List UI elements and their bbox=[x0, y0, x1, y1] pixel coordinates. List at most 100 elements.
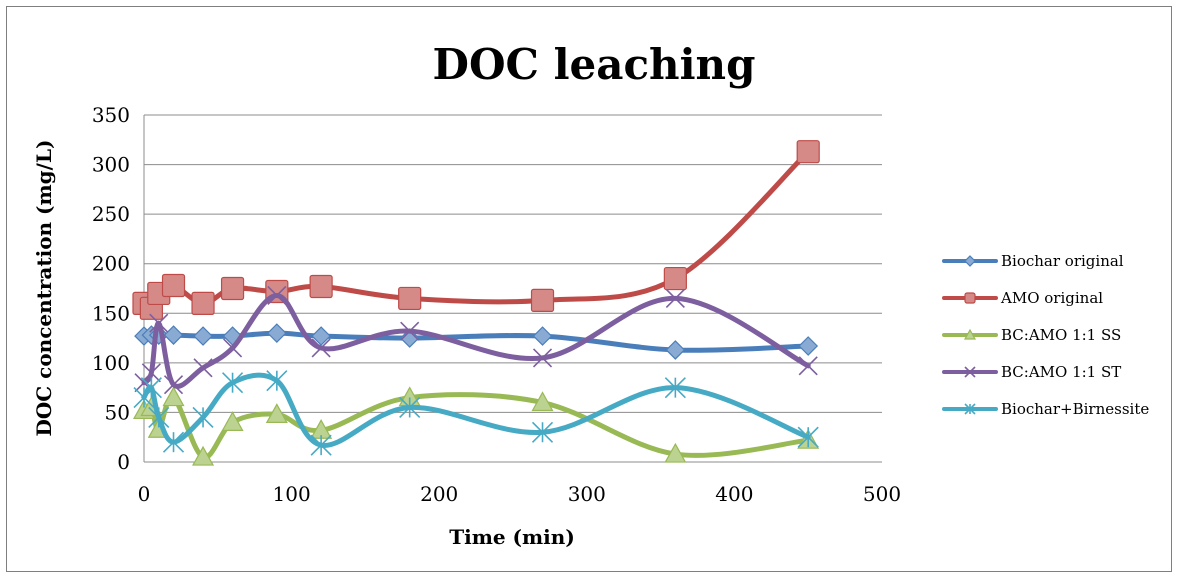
marker-stroke bbox=[400, 321, 420, 341]
series-line bbox=[141, 372, 811, 448]
data-point-marker bbox=[796, 140, 820, 164]
data-point-marker bbox=[149, 313, 169, 333]
legend-entry: BC:AMO 1:1 SS bbox=[942, 326, 1121, 344]
marker-stroke bbox=[532, 348, 553, 368]
marker-stroke bbox=[311, 338, 331, 358]
data-point-marker bbox=[530, 288, 555, 312]
data-point-marker bbox=[664, 377, 686, 399]
x-tick-label: 400 bbox=[715, 482, 753, 506]
marker-stroke bbox=[267, 285, 287, 306]
data-point-marker bbox=[963, 328, 977, 340]
data-point-marker bbox=[798, 336, 819, 356]
legend-label: AMO original bbox=[1000, 289, 1103, 307]
data-point-marker bbox=[163, 325, 184, 345]
data-point-marker bbox=[964, 255, 976, 267]
marker-stroke bbox=[964, 366, 976, 378]
data-point-marker bbox=[221, 372, 244, 394]
marker-stroke bbox=[222, 338, 243, 358]
data-point-marker bbox=[140, 377, 162, 399]
x-axis-title: Time (min) bbox=[449, 525, 575, 549]
tick-labels: 0 50 100 150 200 250 300 350 0 100 200 300 400 500 bbox=[92, 103, 901, 506]
marker-stroke bbox=[141, 363, 161, 383]
series-line bbox=[141, 392, 811, 460]
legend-entry: AMO original bbox=[942, 289, 1103, 307]
data-point-marker bbox=[266, 323, 287, 343]
data-point-marker bbox=[311, 338, 331, 358]
y-tick-label: 150 bbox=[92, 301, 130, 325]
data-point-marker bbox=[531, 421, 554, 443]
series-amo-original bbox=[132, 140, 820, 320]
data-point-marker bbox=[964, 292, 976, 304]
data-point-marker bbox=[532, 326, 553, 346]
y-tick-label: 300 bbox=[92, 153, 130, 177]
marker-stroke bbox=[665, 288, 685, 308]
data-point-marker bbox=[266, 370, 288, 392]
chart-svg: DOC leaching 0 50 100 150 200 250 300 350 0 100 20… bbox=[32, 40, 1149, 549]
data-point-marker bbox=[665, 288, 685, 308]
data-point-marker bbox=[399, 396, 421, 419]
data-point-marker bbox=[398, 286, 422, 311]
series-bc-amo-1-1-st bbox=[134, 285, 818, 395]
data-point-marker bbox=[663, 266, 687, 291]
series-lines bbox=[132, 140, 820, 466]
y-tick-label: 350 bbox=[92, 103, 130, 127]
data-point-marker bbox=[161, 273, 186, 298]
data-point-marker bbox=[193, 326, 213, 346]
legend-entry: BC:AMO 1:1 ST bbox=[942, 363, 1121, 381]
data-point-marker bbox=[192, 406, 214, 428]
marker-stroke bbox=[149, 313, 169, 333]
legend-label: BC:AMO 1:1 SS bbox=[1001, 326, 1121, 344]
y-tick-label: 100 bbox=[92, 351, 130, 375]
data-point-marker bbox=[265, 403, 288, 424]
series-bc-amo-1-1-ss bbox=[132, 386, 820, 466]
data-point-marker bbox=[163, 375, 184, 395]
data-point-marker bbox=[531, 391, 554, 412]
data-point-marker bbox=[193, 358, 213, 378]
data-point-marker bbox=[162, 431, 185, 453]
y-tick-label: 0 bbox=[117, 450, 130, 474]
x-tick-label: 0 bbox=[138, 482, 151, 506]
data-point-marker bbox=[220, 276, 245, 301]
data-point-marker bbox=[162, 386, 185, 407]
legend-label: Biochar original bbox=[1001, 252, 1124, 270]
data-point-marker bbox=[664, 442, 687, 463]
series-biochar-birnessite bbox=[133, 370, 819, 456]
data-point-marker bbox=[310, 434, 332, 456]
data-point-marker bbox=[267, 285, 287, 306]
marker-stroke bbox=[163, 375, 184, 395]
x-tick-label: 200 bbox=[420, 482, 458, 506]
legend-entry: Biochar original bbox=[942, 252, 1124, 270]
y-axis-title: DOC concentration (mg/L) bbox=[32, 139, 56, 436]
data-point-marker bbox=[222, 338, 243, 358]
y-tick-label: 200 bbox=[92, 252, 130, 276]
data-point-marker bbox=[311, 326, 331, 346]
y-tick-label: 50 bbox=[105, 400, 130, 424]
data-point-marker bbox=[191, 291, 215, 315]
chart-frame: DOC leaching 0 50 100 150 200 250 300 350 0 100 20… bbox=[6, 6, 1172, 572]
data-point-marker bbox=[964, 366, 976, 378]
marker-stroke bbox=[193, 358, 213, 378]
x-tick-label: 500 bbox=[863, 482, 901, 506]
data-point-marker bbox=[532, 348, 553, 368]
data-point-marker bbox=[665, 340, 686, 360]
x-tick-label: 300 bbox=[568, 482, 606, 506]
data-point-marker bbox=[221, 411, 244, 431]
data-point-marker bbox=[964, 403, 976, 415]
data-point-marker bbox=[798, 356, 818, 376]
data-point-marker bbox=[141, 363, 161, 383]
legend-label: Biochar+Birnessite bbox=[1001, 400, 1149, 418]
data-point-marker bbox=[148, 406, 170, 428]
series-line bbox=[141, 292, 811, 389]
y-tick-label: 250 bbox=[92, 202, 130, 226]
legend-label: BC:AMO 1:1 ST bbox=[1001, 363, 1121, 381]
data-point-marker bbox=[797, 426, 819, 448]
data-point-marker bbox=[400, 321, 420, 341]
gridlines bbox=[144, 114, 882, 413]
x-tick-label: 100 bbox=[273, 482, 311, 506]
marker-stroke bbox=[134, 373, 154, 393]
data-point-marker bbox=[192, 445, 215, 466]
data-point-marker bbox=[309, 274, 333, 299]
legend-entry: Biochar+Birnessite bbox=[942, 400, 1149, 418]
legend: Biochar original AMO original BC:AMO 1:1 S… bbox=[942, 252, 1149, 418]
marker-stroke bbox=[798, 356, 818, 376]
